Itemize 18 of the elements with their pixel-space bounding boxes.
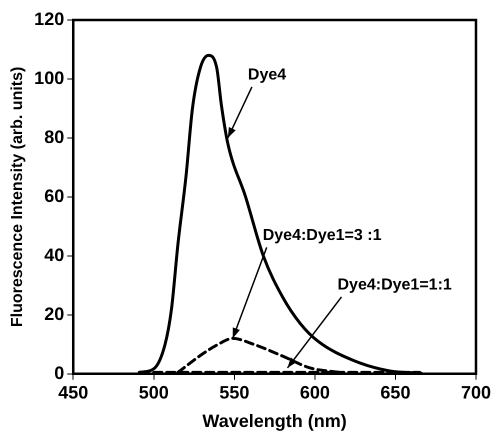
x-tick-label: 450 <box>58 382 88 403</box>
y-tick-label: 20 <box>44 304 64 324</box>
y-tick-label: 0 <box>54 362 64 383</box>
y-tick-label: 120 <box>34 8 64 29</box>
y-tick-label: 40 <box>44 244 64 265</box>
x-axis-title: Wavelength (nm) <box>202 411 347 432</box>
x-tick-label: 600 <box>300 382 330 403</box>
y-tick-label: 60 <box>44 186 64 206</box>
x-tick-label: 550 <box>219 382 250 403</box>
annotation: Dye4:Dye1=3 :1 <box>262 226 382 244</box>
y-tick-label: 100 <box>34 68 64 88</box>
x-tick-label: 700 <box>460 382 492 403</box>
y-tick-label: 80 <box>44 126 64 147</box>
annotation: Dye4 <box>248 66 286 84</box>
x-tick-label: 650 <box>380 382 410 403</box>
y-axis-title: Fluorescence Intensity (arb. units) <box>9 66 26 328</box>
annotation: Dye4:Dye1=1:1 <box>337 276 452 294</box>
x-tick-label: 500 <box>138 382 169 403</box>
